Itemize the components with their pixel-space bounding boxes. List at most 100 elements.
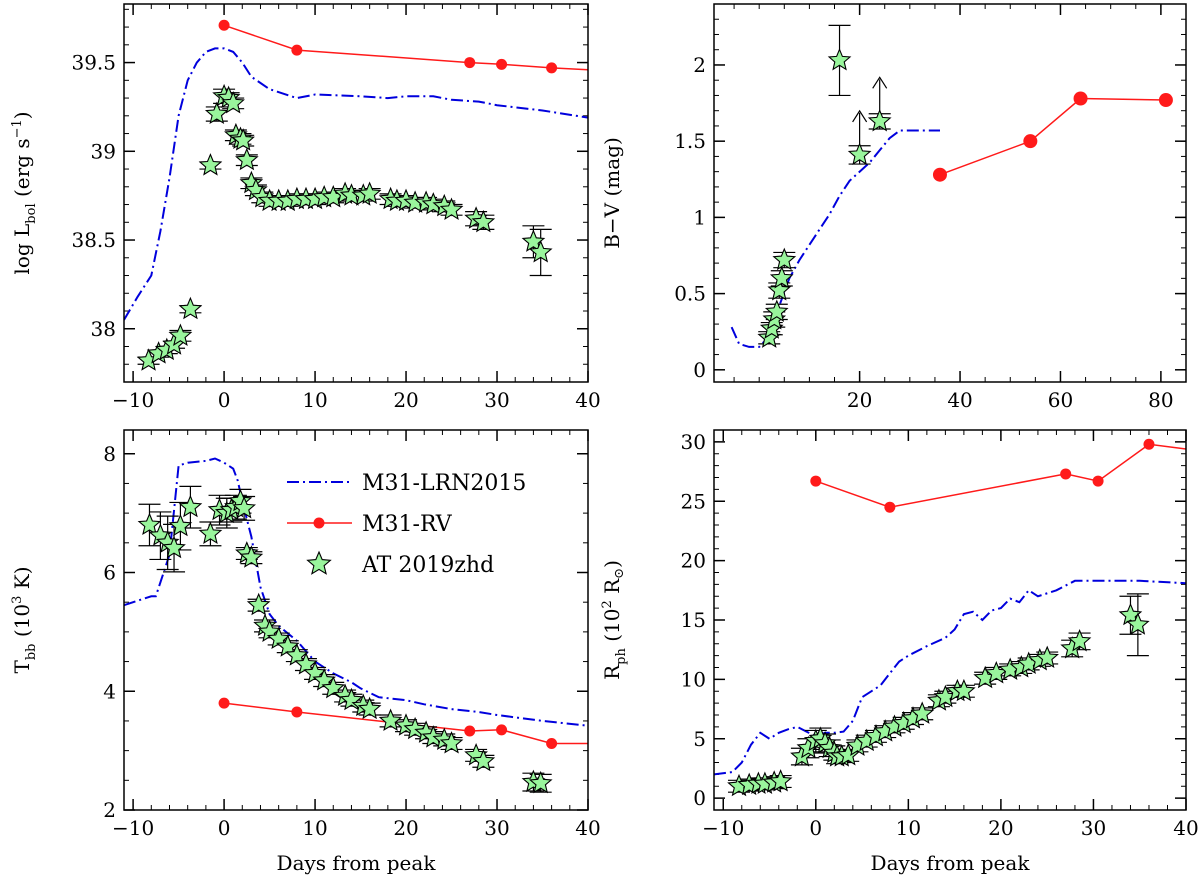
y-label-sup: 2: [600, 600, 615, 608]
data-point: [1092, 475, 1104, 487]
y-label-sup: −1: [10, 119, 25, 138]
panel-bv: 20 40 60 80 0 0.5 1 1.5 2 B−V (mag): [600, 3, 1187, 412]
data-point: [546, 738, 558, 749]
series-m31-lrn2015: [124, 457, 588, 727]
data-point-star: [827, 47, 852, 71]
data-point: [291, 44, 303, 56]
plot-area: [714, 438, 1186, 797]
y-tick-label: 20: [681, 549, 706, 573]
series-at-2019zhd: [757, 24, 892, 348]
data-point: [218, 19, 230, 31]
y-label-main: B−V (mag): [600, 137, 624, 249]
legend-item: AT 2019zhd: [306, 550, 494, 578]
x-tick-label: 10: [896, 816, 921, 840]
series-m31-lrn2015: [714, 579, 1186, 776]
data-point-star: [439, 197, 464, 220]
data-point: [1073, 91, 1088, 106]
x-axis-label: Days from peak: [871, 851, 1031, 875]
y-label-main: log L: [10, 224, 34, 275]
limit-arrow-head: [872, 76, 888, 89]
data-point: [464, 57, 476, 69]
axes-frame: [123, 429, 589, 811]
y-label-sub: bol: [24, 203, 39, 223]
series-line: [224, 702, 588, 745]
legend-item: M31-RV: [287, 512, 453, 537]
data-point-star: [471, 209, 496, 233]
series-line: [124, 47, 588, 321]
y-tick-label: 4: [103, 679, 116, 703]
series-at-2019zhd: [137, 485, 553, 794]
y-tick-label: 15: [681, 608, 706, 632]
legend-swatch-dot: [313, 517, 325, 529]
y-tick-label: 2: [103, 798, 116, 822]
x-tick-label: 0: [218, 388, 231, 412]
legend-swatch-star: [306, 550, 332, 575]
x-tick-label: 40: [1173, 816, 1198, 840]
data-point-star: [239, 545, 264, 568]
y-label-tail: (erg s: [10, 138, 34, 203]
series-line: [223, 24, 588, 71]
x-tick-label: 40: [575, 816, 600, 840]
data-point-star: [168, 513, 193, 537]
y-label-end: R: [600, 578, 624, 600]
data-point-star: [439, 731, 464, 754]
data-point-star: [232, 495, 256, 519]
y-label-sup: 3: [10, 596, 25, 604]
y-tick-label: 2: [693, 53, 706, 77]
y-label-main: R: [600, 664, 624, 680]
x-tick-label: 30: [484, 816, 509, 840]
plot-area: [124, 19, 588, 371]
data-point-star: [221, 90, 245, 114]
data-point: [546, 62, 558, 74]
x-tick-label: 20: [847, 388, 872, 412]
minor-ticks: [714, 429, 1187, 811]
x-tick-label: 10: [302, 388, 327, 412]
x-axis-label: Days from peak: [277, 851, 437, 875]
series-m31-lrn2015: [124, 47, 588, 321]
data-point: [1158, 93, 1173, 108]
y-axis-label: Rph (102 R⊙): [600, 560, 629, 680]
y-label-end2: ): [600, 560, 624, 568]
series-line: [730, 129, 940, 348]
series-at-2019zhd: [727, 593, 1150, 797]
y-tick-label: 1.5: [674, 129, 706, 153]
data-point-star: [528, 240, 553, 263]
panel-tbb: −10 0 10 20 30 40 2 4 6 8 Tbb (103 K) Days from pea…: [10, 429, 601, 875]
data-point: [1060, 468, 1072, 480]
x-tick-label: 20: [988, 816, 1013, 840]
series-line: [124, 457, 588, 727]
x-tick-label: 60: [1048, 388, 1073, 412]
y-label-sym: ⊙: [612, 568, 627, 579]
x-tick-label: −10: [702, 816, 744, 840]
data-point-star: [847, 142, 872, 165]
data-point-star: [235, 147, 259, 171]
y-tick-label: 1: [693, 205, 706, 229]
axes-frame: [123, 3, 589, 383]
series-m31-rv: [932, 91, 1173, 182]
series-m31-lrn2015: [730, 129, 940, 348]
data-point: [810, 475, 822, 487]
data-point: [464, 725, 476, 737]
data-point-star: [357, 696, 382, 720]
data-point-star: [528, 770, 553, 794]
axes-frame: [713, 3, 1187, 383]
y-label-end: K): [10, 567, 34, 596]
data-point-star: [772, 247, 797, 271]
x-tick-label: 0: [218, 816, 231, 840]
x-tick-label: 40: [947, 388, 972, 412]
y-axis-label: log Lbol (erg s−1): [10, 111, 39, 274]
legend-label: M31-LRN2015: [362, 471, 526, 496]
data-point-star: [178, 296, 203, 320]
data-point-star: [198, 521, 223, 544]
data-point-star: [1067, 628, 1092, 652]
y-tick-label: 6: [103, 561, 116, 585]
data-point-star: [1035, 645, 1059, 669]
x-tick-label: 30: [1081, 816, 1106, 840]
y-tick-label: 0: [693, 358, 706, 382]
x-tick-label: 30: [484, 388, 509, 412]
x-tick-label: 20: [393, 816, 418, 840]
y-tick-label: 38: [91, 317, 116, 341]
data-point-star: [421, 192, 446, 215]
y-tick-label: 10: [681, 667, 706, 691]
